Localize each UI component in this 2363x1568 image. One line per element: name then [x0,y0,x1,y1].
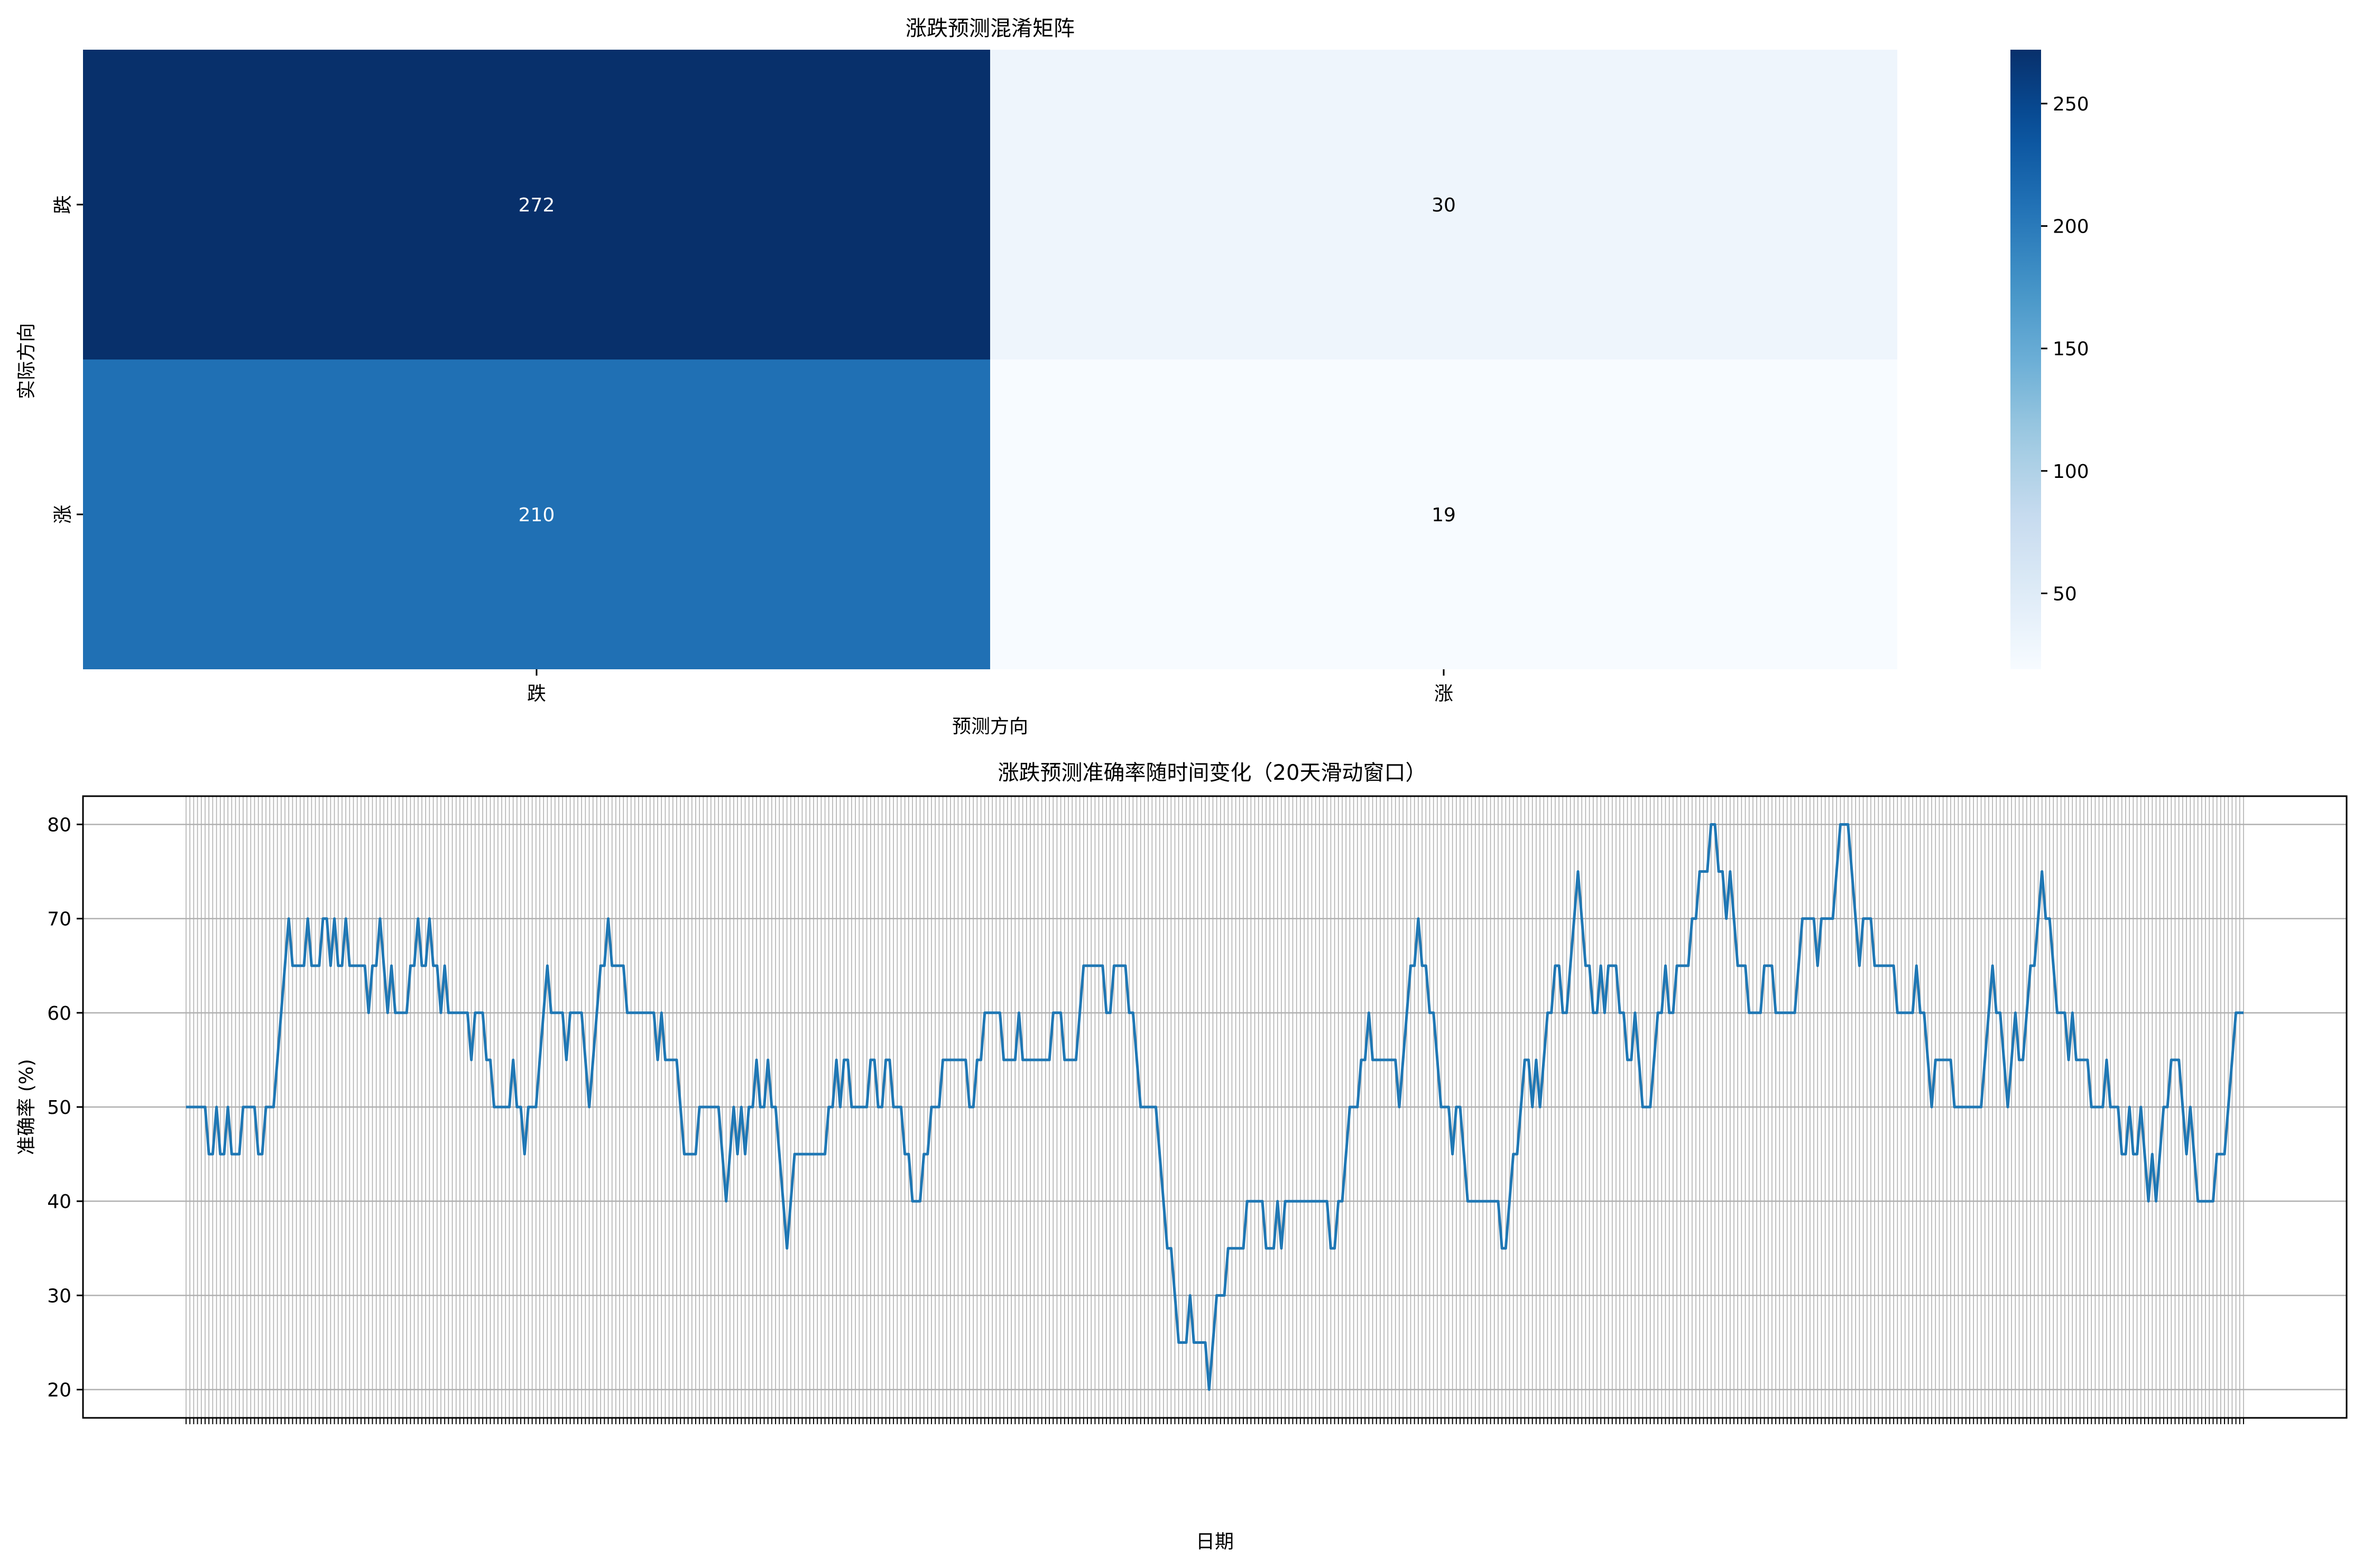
line-chart-y-ticks: 20 30 40 50 60 70 80 [47,814,83,1401]
heatmap-y-ticks: 跌涨 [52,195,83,524]
colorbar-gradient [2010,50,2041,669]
colorbar-tick-label: 250 [2053,94,2089,115]
y-tick-label: 40 [47,1191,71,1213]
line-chart-x-label: 日期 [1196,1531,1234,1553]
colorbar-tick-label: 200 [2053,216,2089,238]
heatmap-cell [990,359,1897,669]
colorbar-tick-label: 50 [2053,583,2077,605]
colorbar: 50 100 150 200 250 [2010,50,2089,669]
line-chart-frame [82,795,2348,1419]
heatmap-cells: 272 30 210 19 [83,50,1897,669]
heatmap-cell-value: 210 [519,504,555,526]
heatmap-x-label: 预测方向 [952,716,1028,737]
heatmap-y-tick-label: 跌 [52,195,74,214]
heatmap-cell-value: 19 [1432,504,1456,526]
y-tick-label: 80 [47,814,71,836]
heatmap-cell [83,359,990,669]
heatmap-cell-value: 272 [519,195,555,216]
heatmap-y-label: 实际方向 [16,323,38,399]
colorbar-tick-label: 150 [2053,338,2089,360]
line-chart-title: 涨跌预测准确率随时间变化（20天滑动窗口） [998,761,1427,785]
y-tick-label: 20 [47,1380,71,1401]
heatmap-cell [83,50,990,359]
line-chart-y-label: 准确率 (%) [16,1059,38,1155]
heatmap-y-tick-label: 涨 [52,505,74,524]
heatmap-title: 涨跌预测混淆矩阵 [906,16,1075,41]
confusion-matrix-heatmap: 涨跌预测混淆矩阵 272 30210 19 跌涨 跌涨 预测方向 实际方向 5010… [16,16,2089,737]
line-chart-x-ticks [186,1418,2244,1424]
colorbar-tick-label: 100 [2053,461,2089,483]
heatmap-x-tick-label: 跌 [527,683,546,705]
accuracy-series-line [186,823,2244,1391]
y-tick-label: 70 [47,909,71,930]
y-tick-label: 50 [47,1097,71,1119]
line-chart-grid [83,796,2347,1418]
heatmap-cell-value: 30 [1432,195,1456,216]
y-tick-label: 30 [47,1285,71,1307]
y-tick-label: 60 [47,1003,71,1025]
heatmap-x-ticks: 跌涨 [527,669,1453,705]
heatmap-x-tick-label: 涨 [1434,683,1453,705]
heatmap-cell [990,50,1897,359]
